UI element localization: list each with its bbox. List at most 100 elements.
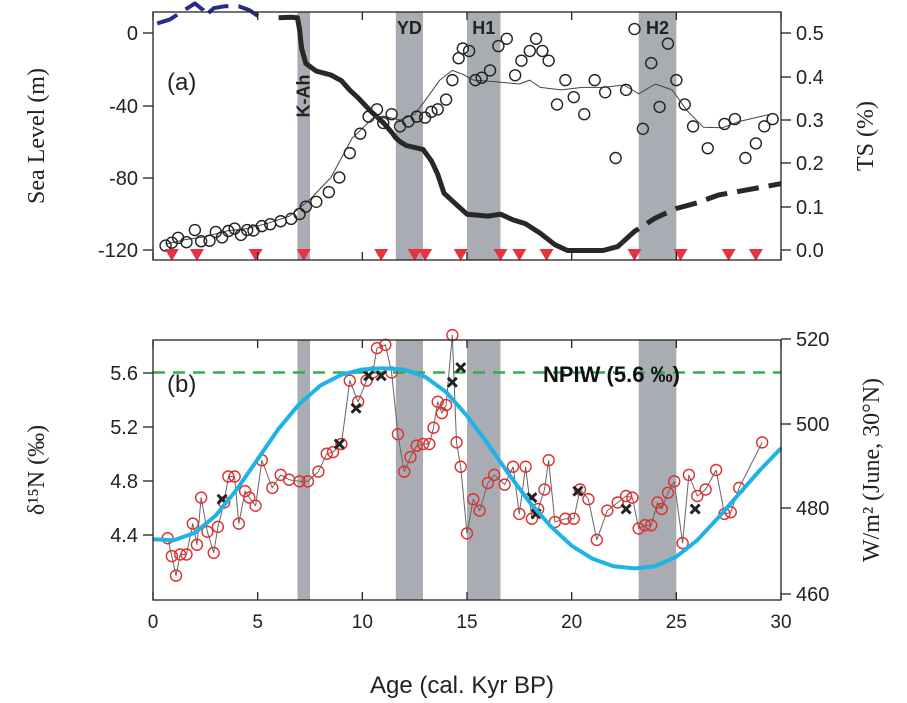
data-point-circle bbox=[385, 107, 398, 121]
cross-stroke bbox=[363, 370, 375, 382]
age-control-marker bbox=[721, 249, 736, 261]
data-point-circle bbox=[410, 439, 423, 452]
x-tick-label: 5 bbox=[252, 612, 263, 633]
data-point-circle bbox=[165, 549, 179, 563]
data-point-circle bbox=[559, 512, 572, 525]
y-tick-label-left: 0 bbox=[127, 23, 138, 45]
data-point-cross bbox=[363, 370, 375, 382]
y-tick-label-left: -120 bbox=[98, 240, 138, 262]
data-point-circle bbox=[481, 476, 495, 490]
data-point-circle bbox=[567, 512, 580, 525]
data-point-circle bbox=[431, 395, 444, 408]
y-tick-label-left: -40 bbox=[109, 96, 138, 118]
data-point-cross bbox=[620, 503, 632, 515]
data-point-circle bbox=[636, 122, 650, 135]
series-line-3 bbox=[165, 69, 771, 245]
data-point-circle bbox=[709, 463, 723, 477]
data-point-circle bbox=[619, 489, 633, 503]
cross-stroke bbox=[350, 402, 362, 414]
data-point-circle bbox=[232, 517, 246, 530]
cross-stroke bbox=[572, 485, 584, 497]
data-point-circle bbox=[601, 504, 614, 517]
age-control-marker bbox=[627, 249, 642, 261]
cross-stroke bbox=[689, 503, 701, 515]
data-point-cross bbox=[446, 376, 458, 388]
data-point-circle bbox=[668, 475, 681, 488]
data-point-circle bbox=[427, 421, 440, 434]
data-point-circle bbox=[582, 493, 595, 506]
data-point-circle bbox=[333, 171, 346, 184]
data-point-circle bbox=[653, 100, 666, 114]
y-axis-label-left: δ¹⁵N (‰) bbox=[24, 425, 50, 515]
age-control-marker bbox=[673, 249, 688, 261]
data-point-circle bbox=[299, 200, 313, 213]
data-point-circle bbox=[678, 98, 691, 111]
data-point-circle bbox=[538, 483, 551, 496]
x-tick-label: 20 bbox=[561, 612, 582, 633]
data-point-circle bbox=[619, 83, 633, 97]
data-point-cross bbox=[350, 402, 362, 414]
data-point-circle bbox=[462, 44, 476, 58]
data-point-circle bbox=[460, 527, 474, 540]
data-point-circle bbox=[201, 525, 214, 538]
data-point-circle bbox=[310, 195, 323, 208]
age-control-marker bbox=[512, 249, 527, 261]
data-point-circle bbox=[728, 112, 742, 126]
data-point-circle bbox=[475, 71, 488, 84]
data-point-circle bbox=[439, 398, 453, 412]
data-point-circle bbox=[645, 519, 658, 532]
data-point-circle bbox=[749, 137, 763, 150]
data-point-circle bbox=[228, 470, 241, 483]
age-control-marker bbox=[296, 249, 311, 261]
y-tick-label-right: 460 bbox=[796, 584, 829, 606]
data-point-circle bbox=[439, 93, 453, 106]
y-tick-label-left: 4.8 bbox=[110, 471, 138, 493]
data-point-circle bbox=[312, 465, 325, 478]
data-point-circle bbox=[450, 436, 463, 449]
data-point-circle bbox=[645, 56, 658, 70]
data-point-circle bbox=[188, 223, 202, 237]
data-point-circle bbox=[588, 73, 601, 87]
age-control-marker bbox=[164, 249, 179, 261]
data-point-circle bbox=[701, 142, 714, 155]
band-label: H1 bbox=[472, 18, 495, 38]
data-point-circle bbox=[655, 502, 668, 516]
data-point-circle bbox=[425, 105, 438, 118]
series-line-1 bbox=[278, 14, 624, 253]
cross-stroke bbox=[620, 503, 632, 515]
data-point-circle bbox=[718, 117, 731, 131]
y-tick-label-right: 0.3 bbox=[796, 110, 824, 132]
data-point-circle bbox=[180, 548, 193, 561]
data-point-circle bbox=[626, 491, 639, 504]
x-tick-label: 30 bbox=[770, 612, 791, 633]
data-point-circle bbox=[377, 116, 390, 130]
data-point-circle bbox=[559, 73, 572, 87]
data-point-circle bbox=[222, 224, 235, 238]
data-point-circle bbox=[456, 42, 470, 55]
age-control-marker bbox=[407, 249, 422, 261]
data-point-circle bbox=[255, 219, 269, 233]
y-tick-label-left: -80 bbox=[109, 168, 138, 190]
data-point-circle bbox=[362, 110, 375, 123]
data-point-circle bbox=[638, 519, 652, 532]
data-point-cross bbox=[455, 362, 467, 374]
data-point-circle bbox=[628, 22, 641, 36]
x-tick-label: 25 bbox=[666, 612, 687, 633]
data-point-circle bbox=[354, 127, 367, 140]
data-point-circle bbox=[651, 496, 664, 509]
data-point-circle bbox=[632, 522, 645, 535]
data-point-circle bbox=[766, 112, 779, 126]
data-point-circle bbox=[611, 496, 624, 509]
age-control-marker bbox=[374, 249, 389, 261]
data-point-circle bbox=[536, 44, 549, 58]
data-point-circle bbox=[550, 98, 564, 111]
shaded-band-YD bbox=[395, 12, 424, 260]
data-point-circle bbox=[513, 507, 526, 521]
data-point-circle bbox=[755, 436, 769, 449]
series-line-2 bbox=[152, 366, 783, 571]
cross-stroke bbox=[216, 493, 228, 505]
series-line-0 bbox=[167, 334, 763, 577]
data-point-circle bbox=[467, 493, 480, 506]
data-point-circle bbox=[215, 231, 229, 244]
